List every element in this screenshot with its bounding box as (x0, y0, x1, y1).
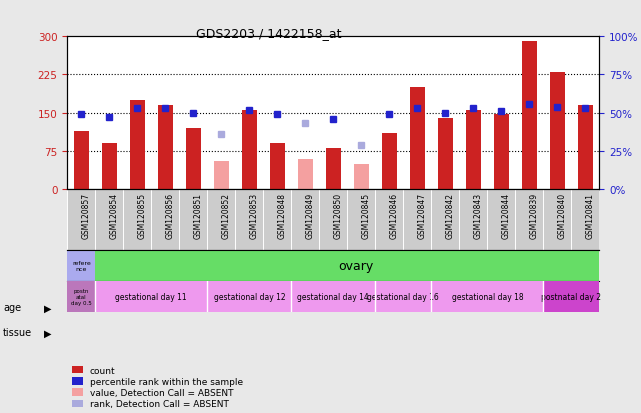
Bar (431, 281, 544, 312)
Bar (270, 144, 285, 190)
Text: gestational day 12: gestational day 12 (213, 292, 285, 301)
Bar (291, 281, 376, 312)
Text: GSM120854: GSM120854 (110, 193, 119, 239)
Text: postnatal day 2: postnatal day 2 (542, 292, 601, 301)
Bar (67, 281, 96, 312)
Text: ▶: ▶ (44, 328, 51, 337)
Text: GSM120848: GSM120848 (278, 193, 287, 239)
Text: tissue: tissue (3, 328, 32, 337)
Text: postn
atal
day 0.5: postn atal day 0.5 (71, 288, 92, 305)
Bar (96, 281, 207, 312)
Text: refere
nce: refere nce (72, 261, 90, 271)
Text: GSM120855: GSM120855 (137, 193, 146, 239)
Bar (129, 101, 145, 190)
Bar (74, 131, 89, 190)
Bar (376, 281, 431, 312)
Bar (381, 134, 397, 190)
Bar (207, 281, 291, 312)
Text: age: age (3, 303, 21, 313)
Text: GSM120841: GSM120841 (585, 193, 594, 239)
Bar (326, 149, 341, 190)
Text: GSM120849: GSM120849 (305, 193, 314, 239)
Bar (186, 129, 201, 190)
Bar (102, 144, 117, 190)
Text: GSM120842: GSM120842 (445, 193, 454, 239)
Text: GSM120839: GSM120839 (529, 193, 538, 239)
Bar (297, 159, 313, 190)
Text: gestational day 11: gestational day 11 (115, 292, 187, 301)
Text: GSM120856: GSM120856 (165, 193, 174, 239)
Bar (354, 164, 369, 190)
Text: GSM120847: GSM120847 (417, 193, 426, 239)
Text: GSM120844: GSM120844 (501, 193, 510, 239)
Text: gestational day 14: gestational day 14 (297, 292, 369, 301)
Bar (158, 106, 173, 190)
Text: gestational day 18: gestational day 18 (451, 292, 523, 301)
Bar (213, 162, 229, 190)
Text: GSM120853: GSM120853 (249, 193, 258, 239)
Legend: count, percentile rank within the sample, value, Detection Call = ABSENT, rank, : count, percentile rank within the sample… (72, 366, 243, 408)
Bar (438, 119, 453, 190)
Text: GDS2203 / 1422158_at: GDS2203 / 1422158_at (197, 27, 342, 40)
Bar (465, 111, 481, 190)
Text: GSM120857: GSM120857 (81, 193, 90, 239)
Bar (522, 42, 537, 190)
Text: GSM120846: GSM120846 (389, 193, 398, 239)
Bar (494, 114, 509, 190)
Bar (578, 106, 593, 190)
Bar (242, 111, 257, 190)
Bar (544, 281, 599, 312)
Text: ovary: ovary (338, 259, 373, 273)
Text: gestational day 16: gestational day 16 (367, 292, 439, 301)
Text: GSM120843: GSM120843 (473, 193, 482, 239)
Bar (410, 88, 425, 190)
Text: GSM120851: GSM120851 (194, 193, 203, 239)
Text: GSM120852: GSM120852 (221, 193, 230, 239)
Text: GSM120850: GSM120850 (333, 193, 342, 239)
Text: ▶: ▶ (44, 303, 51, 313)
Bar (67, 251, 96, 281)
Text: GSM120840: GSM120840 (557, 193, 567, 239)
Text: GSM120845: GSM120845 (362, 193, 370, 239)
Bar (549, 73, 565, 190)
